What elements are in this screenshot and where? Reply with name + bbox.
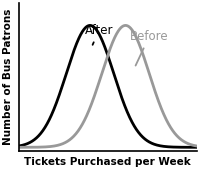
Y-axis label: Number of Bus Patrons: Number of Bus Patrons <box>3 9 13 145</box>
Text: After: After <box>85 24 113 45</box>
X-axis label: Tickets Purchased per Week: Tickets Purchased per Week <box>24 157 191 167</box>
Text: Before: Before <box>130 30 169 66</box>
